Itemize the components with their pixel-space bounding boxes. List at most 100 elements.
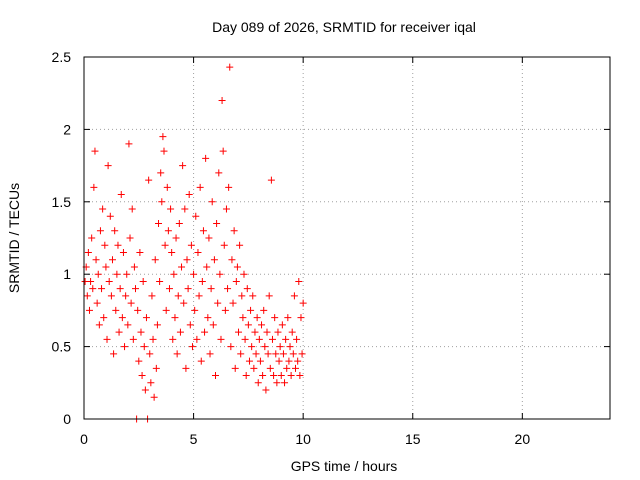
data-point (276, 343, 284, 351)
tick-labels: 0 5 10 15 20 0 0.5 1 1.5 2 2.5 (52, 49, 531, 447)
data-point (273, 379, 281, 387)
data-point (132, 285, 140, 293)
data-point (128, 205, 136, 213)
data-point (187, 241, 195, 249)
data-point (142, 314, 150, 322)
data-point (295, 277, 303, 285)
x-tick-label: 20 (515, 431, 531, 447)
data-point (165, 285, 173, 293)
data-point (193, 335, 201, 343)
data-point (210, 256, 218, 264)
data-point (272, 350, 280, 358)
data-point (287, 372, 295, 380)
data-point (145, 176, 153, 184)
data-point (119, 248, 127, 256)
data-point (137, 328, 145, 336)
x-tick-label: 5 (190, 431, 198, 447)
data-point (175, 220, 183, 228)
data-point (124, 321, 132, 329)
data-point (90, 183, 98, 191)
data-point (286, 343, 294, 351)
data-point (159, 133, 167, 141)
data-point (218, 96, 226, 104)
data-point (184, 285, 192, 293)
y-axis-label: SRMTID / TECUs (6, 183, 22, 293)
data-point (112, 306, 120, 314)
data-point (179, 162, 187, 170)
data-point (255, 335, 263, 343)
data-point (219, 147, 227, 155)
data-point (118, 314, 126, 322)
data-point (235, 328, 243, 336)
data-point (243, 285, 251, 293)
data-point (253, 314, 261, 322)
data-point (192, 212, 200, 220)
data-point (160, 147, 168, 155)
data-point (195, 292, 203, 300)
data-point (236, 241, 244, 249)
data-point (94, 270, 102, 278)
data-point (122, 292, 130, 300)
data-point (138, 372, 146, 380)
data-point (215, 169, 223, 177)
data-point (213, 220, 221, 228)
data-point (140, 343, 148, 351)
data-point (291, 364, 299, 372)
data-point (107, 292, 115, 300)
data-point (191, 306, 199, 314)
data-point (225, 183, 233, 191)
data-point (290, 292, 298, 300)
data-point (108, 256, 116, 264)
axis-ticks (83, 56, 610, 420)
data-point (93, 299, 101, 307)
data-point (289, 350, 297, 358)
data-point (152, 364, 160, 372)
data-point (258, 321, 266, 329)
x-tick-label: 10 (295, 431, 311, 447)
data-point (185, 191, 193, 199)
data-point (288, 328, 296, 336)
data-point (281, 379, 289, 387)
data-point (115, 328, 123, 336)
data-point (168, 248, 176, 256)
data-point (123, 270, 131, 278)
data-point (293, 335, 301, 343)
data-point (111, 227, 119, 235)
data-point (117, 191, 125, 199)
data-point (87, 277, 95, 285)
data-point (261, 343, 269, 351)
data-point (169, 335, 177, 343)
grid-lines (84, 57, 610, 419)
chart-title: Day 089 of 2026, SRMTID for receiver iqa… (212, 19, 476, 35)
y-tick-label: 1 (63, 266, 71, 282)
data-point (265, 292, 273, 300)
data-point (226, 63, 234, 71)
data-point (271, 314, 279, 322)
data-point (163, 183, 171, 191)
data-point (224, 285, 232, 293)
data-point (158, 198, 166, 206)
data-point (98, 285, 106, 293)
data-point (136, 248, 144, 256)
data-point (242, 372, 250, 380)
data-point (127, 299, 135, 307)
data-point (173, 350, 181, 358)
data-point (274, 328, 282, 336)
data-point (147, 379, 155, 387)
data-point (201, 328, 209, 336)
data-point (182, 364, 190, 372)
data-point (250, 364, 258, 372)
data-point (199, 227, 207, 235)
data-point (259, 372, 267, 380)
data-point (103, 335, 111, 343)
x-tick-label: 15 (405, 431, 421, 447)
data-point (84, 248, 92, 256)
data-point (92, 256, 100, 264)
data-point (174, 292, 182, 300)
data-point (263, 328, 271, 336)
data-point (230, 227, 238, 235)
data-point (95, 321, 103, 329)
data-point (113, 270, 121, 278)
data-point (188, 343, 196, 351)
